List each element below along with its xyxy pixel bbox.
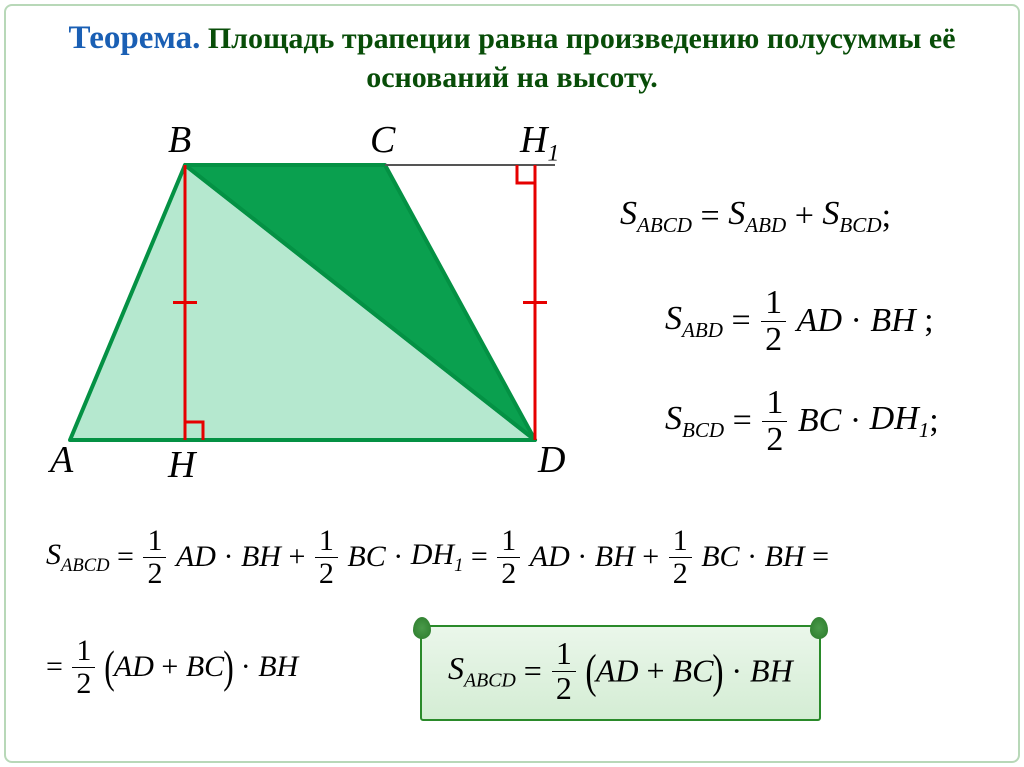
theorem-statement: Площадь трапеции равна произведению полу… [208, 22, 956, 94]
label-H: H [168, 443, 195, 487]
diagram-svg [40, 120, 600, 480]
final-formula-box: SABCD = 12 (AD + BC) · BH [420, 625, 821, 721]
eq-sbcd: SBCD = 12 BC · DH1; [665, 385, 939, 457]
label-C: C [370, 118, 395, 162]
theorem-word: Теорема. [68, 20, 200, 56]
label-B: B [168, 118, 191, 162]
label-D: D [538, 438, 565, 482]
trapezoid-diagram: A B C H1 D H [40, 120, 600, 480]
scroll-cap-right-icon [810, 617, 828, 639]
scroll-cap-left-icon [413, 617, 431, 639]
eq-factor: = 12 (AD + BC) · BH [46, 635, 298, 699]
theorem-title: Теорема. Площадь трапеции равна произвед… [0, 18, 1024, 97]
label-A: A [50, 438, 73, 482]
label-H1: H1 [520, 118, 559, 168]
eq-sabcd: SABCD = SABD + SBCD; [620, 195, 891, 238]
eq-sabd: SABD = 12 AD · BH ; [665, 285, 934, 357]
eq-expand: SABCD = 12 AD · BH + 12 BC · DH1 = 12 AD… [46, 525, 829, 589]
final-formula: SABCD = 12 (AD + BC) · BH [448, 637, 793, 705]
